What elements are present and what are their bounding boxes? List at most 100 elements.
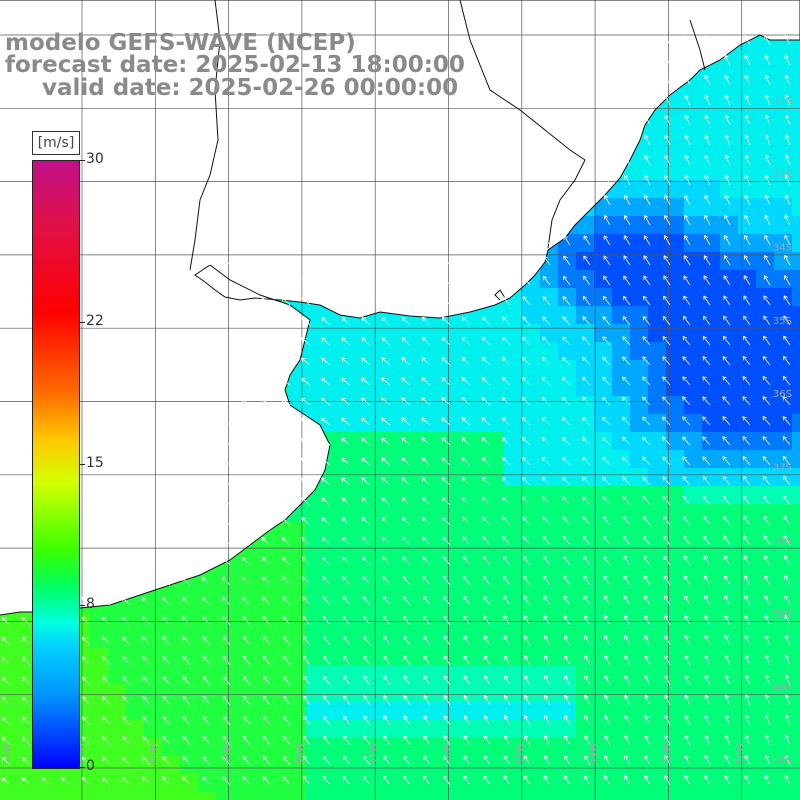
wind-arrow — [662, 515, 671, 526]
wind-arrow — [462, 296, 471, 306]
wind-speed-cell — [558, 522, 577, 541]
wind-arrow — [441, 316, 451, 326]
wind-speed-cell — [594, 774, 613, 793]
wind-speed-cell — [0, 666, 19, 685]
longitude-label: 58W — [295, 742, 306, 765]
wind-arrow — [482, 556, 491, 566]
wind-speed-cell — [540, 288, 559, 307]
wind-arrow — [462, 276, 471, 286]
wind-speed-cell — [450, 486, 469, 505]
wind-speed-cell — [522, 774, 541, 793]
wind-speed-cell — [612, 684, 631, 703]
wind-speed-cell — [738, 306, 757, 325]
wind-speed-cell — [612, 468, 631, 487]
wind-arrow — [381, 377, 391, 386]
wind-arrow — [762, 396, 771, 406]
wind-arrow — [603, 555, 611, 566]
wind-speed-cell — [450, 540, 469, 559]
wind-speed-cell — [324, 414, 343, 433]
wind-speed-cell — [612, 342, 631, 361]
wind-arrow — [423, 615, 431, 626]
wind-arrow — [703, 275, 711, 286]
wind-speed-cell — [738, 108, 757, 127]
wind-arrow — [202, 656, 211, 666]
wind-arrow — [784, 714, 791, 726]
wind-speed-cell — [720, 216, 739, 235]
wind-speed-cell — [144, 738, 163, 757]
wind-speed-cell — [774, 180, 793, 199]
wind-speed-cell — [648, 756, 667, 775]
wind-arrow — [724, 595, 731, 606]
wind-arrow — [642, 496, 651, 506]
wind-arrow — [623, 275, 631, 286]
wind-speed-cell — [396, 324, 415, 343]
wind-speed-cell — [792, 720, 800, 739]
wind-arrow — [664, 634, 671, 646]
wind-speed-cell — [720, 666, 739, 685]
wind-speed-cell — [666, 414, 685, 433]
wind-speed-cell — [666, 522, 685, 541]
wind-arrow — [782, 436, 791, 446]
wind-arrow — [502, 276, 511, 286]
wind-arrow — [261, 337, 271, 346]
wind-speed-cell — [360, 522, 379, 541]
wind-speed-cell — [558, 630, 577, 649]
wind-arrow — [442, 576, 451, 586]
wind-speed-cell — [378, 756, 397, 775]
wind-arrow — [763, 495, 771, 506]
wind-arrow — [524, 715, 531, 726]
wind-arrow — [764, 634, 771, 646]
wind-arrow — [262, 675, 271, 686]
wind-speed-cell — [342, 720, 361, 739]
wind-speed-cell — [558, 342, 577, 361]
wind-arrow — [122, 656, 131, 666]
wind-speed-cell — [702, 468, 721, 487]
wind-arrow — [684, 734, 691, 746]
wind-arrow — [744, 754, 751, 766]
wind-speed-cell — [414, 738, 433, 757]
wind-arrow — [21, 716, 31, 726]
wind-speed-cell — [450, 378, 469, 397]
wind-arrow — [122, 636, 131, 646]
wind-speed-cell — [792, 792, 800, 800]
wind-arrow — [762, 436, 771, 446]
wind-arrow — [544, 695, 551, 706]
wind-arrow — [443, 715, 451, 726]
wind-arrow — [581, 396, 591, 406]
wind-arrow — [362, 256, 371, 266]
wind-arrow — [764, 214, 771, 226]
wind-speed-cell — [792, 630, 800, 649]
wind-speed-cell — [576, 468, 595, 487]
wind-arrow — [724, 674, 731, 686]
wind-arrow — [422, 276, 431, 286]
wind-arrow — [724, 134, 731, 146]
wind-arrow — [321, 357, 331, 366]
wind-speed-cell — [432, 540, 451, 559]
wind-arrow — [704, 54, 711, 66]
wind-arrow — [303, 655, 311, 666]
wind-speed-cell — [18, 738, 37, 757]
wind-speed-cell — [594, 576, 613, 595]
wind-speed-cell — [468, 594, 487, 613]
wind-speed-cell — [522, 450, 541, 469]
wind-speed-cell — [216, 738, 235, 757]
wind-speed-cell — [450, 522, 469, 541]
colorbar-unit-label: [m/s] — [32, 131, 80, 155]
wind-speed-cell — [792, 558, 800, 577]
wind-arrow — [622, 356, 631, 366]
wind-arrow — [282, 616, 291, 626]
wind-speed-cell — [306, 792, 325, 800]
wind-arrow — [403, 735, 411, 746]
wind-speed-cell — [792, 342, 800, 361]
wind-arrow — [362, 775, 371, 786]
wind-speed-cell — [756, 342, 775, 361]
wind-speed-cell — [396, 486, 415, 505]
wind-arrow — [724, 714, 731, 726]
wind-arrow — [562, 536, 571, 546]
wind-speed-cell — [198, 720, 217, 739]
wind-arrow — [664, 94, 671, 106]
wind-arrow — [122, 736, 131, 746]
wind-arrow — [744, 734, 751, 746]
wind-speed-cell — [756, 414, 775, 433]
